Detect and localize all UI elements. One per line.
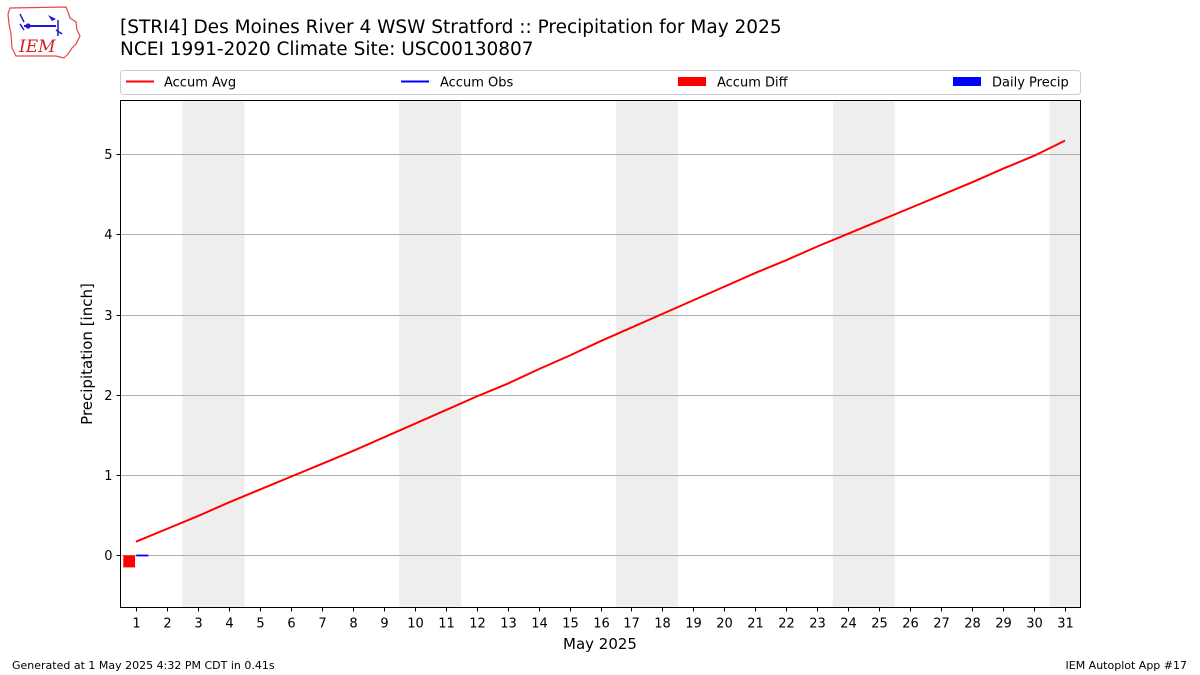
iowa-outline [7,6,81,59]
legend-accum-diff-swatch [678,77,706,86]
iem-logo: IEM [7,6,81,59]
x-tick-label: 5 [256,617,264,632]
x-axis: 1 2 3 4 5 6 7 8 9 10 11 12 13 14 15 16 17 18 19 20 21 22 23 24 2… [132,607,1074,632]
x-tick-label: 4 [225,617,233,632]
y-axis-label: Precipitation [inch] [78,283,96,425]
legend-daily-precip-label: Daily Precip [992,76,1069,91]
x-tick-label: 24 [840,617,857,632]
x-tick-label: 12 [469,617,486,632]
y-tick-label: 0 [104,549,112,564]
x-tick-label: 8 [349,617,357,632]
weekend-band [399,100,462,608]
weekend-band [615,100,678,608]
legend-accum-diff: Accum Diff [678,76,789,91]
weekend-band [1049,100,1081,608]
chart-title-line2: NCEI 1991-2020 Climate Site: USC00130807 [120,39,534,60]
x-tick-label: 1 [132,617,140,632]
y-tick-label: 1 [104,469,112,484]
x-tick-label: 28 [964,617,981,632]
chart-title-line1: [STRI4] Des Moines River 4 WSW Stratford… [120,17,782,38]
legend-box [120,70,1081,95]
x-tick-label: 3 [194,617,202,632]
generated-timestamp: Generated at 1 May 2025 4:32 PM CDT in 0… [12,659,275,672]
legend-accum-avg: Accum Avg [126,76,236,91]
x-tick-label: 29 [995,617,1012,632]
y-tick-label: 5 [104,148,112,163]
chart-title: [STRI4] Des Moines River 4 WSW Stratford… [120,17,782,61]
bars [123,555,149,568]
x-tick-label: 27 [933,617,950,632]
series-lines [135,139,1066,557]
grid-lines [120,154,1081,556]
plot-frame [120,100,1081,608]
weekend-band [182,100,245,608]
x-tick-label: 14 [531,617,548,632]
x-tick-label: 18 [654,617,671,632]
x-tick-label: 31 [1057,617,1074,632]
x-tick-label: 9 [380,617,388,632]
x-tick-label: 20 [716,617,733,632]
legend-accum-diff-label: Accum Diff [717,76,789,91]
x-tick-label: 6 [287,617,295,632]
x-tick-label: 21 [747,617,764,632]
legend-accum-obs: Accum Obs [401,76,513,91]
x-tick-label: 23 [809,617,826,632]
x-tick-label: 16 [593,617,610,632]
logo-text: IEM [18,37,56,57]
y-axis: 0 1 2 3 4 5 [104,148,121,564]
x-axis-label: May 2025 [563,635,637,653]
x-tick-label: 7 [318,617,326,632]
x-tick-label: 26 [902,617,919,632]
weekend-bands [182,100,1081,608]
app-label: IEM Autoplot App #17 [1065,659,1188,672]
weekend-band [832,100,895,608]
legend-accum-obs-label: Accum Obs [440,76,513,91]
x-tick-label: 15 [562,617,579,632]
legend-accum-avg-label: Accum Avg [164,76,236,91]
legend: Accum Avg Accum Obs Accum Diff Daily Precip [120,70,1081,95]
x-tick-label: 11 [438,617,455,632]
legend-daily-precip: Daily Precip [953,76,1069,91]
x-tick-label: 17 [623,617,640,632]
x-tick-label: 19 [685,617,702,632]
x-tick-label: 22 [778,617,795,632]
y-tick-label: 3 [104,309,112,324]
x-tick-label: 25 [871,617,888,632]
x-tick-label: 2 [163,617,171,632]
series-accum-avg [135,139,1066,543]
legend-daily-precip-swatch [953,77,981,86]
y-tick-label: 4 [104,228,112,243]
x-tick-label: 30 [1026,617,1043,632]
x-tick-label: 13 [500,617,517,632]
y-tick-label: 2 [104,389,112,404]
bar-accum-diff [123,555,136,568]
x-tick-label: 10 [407,617,424,632]
